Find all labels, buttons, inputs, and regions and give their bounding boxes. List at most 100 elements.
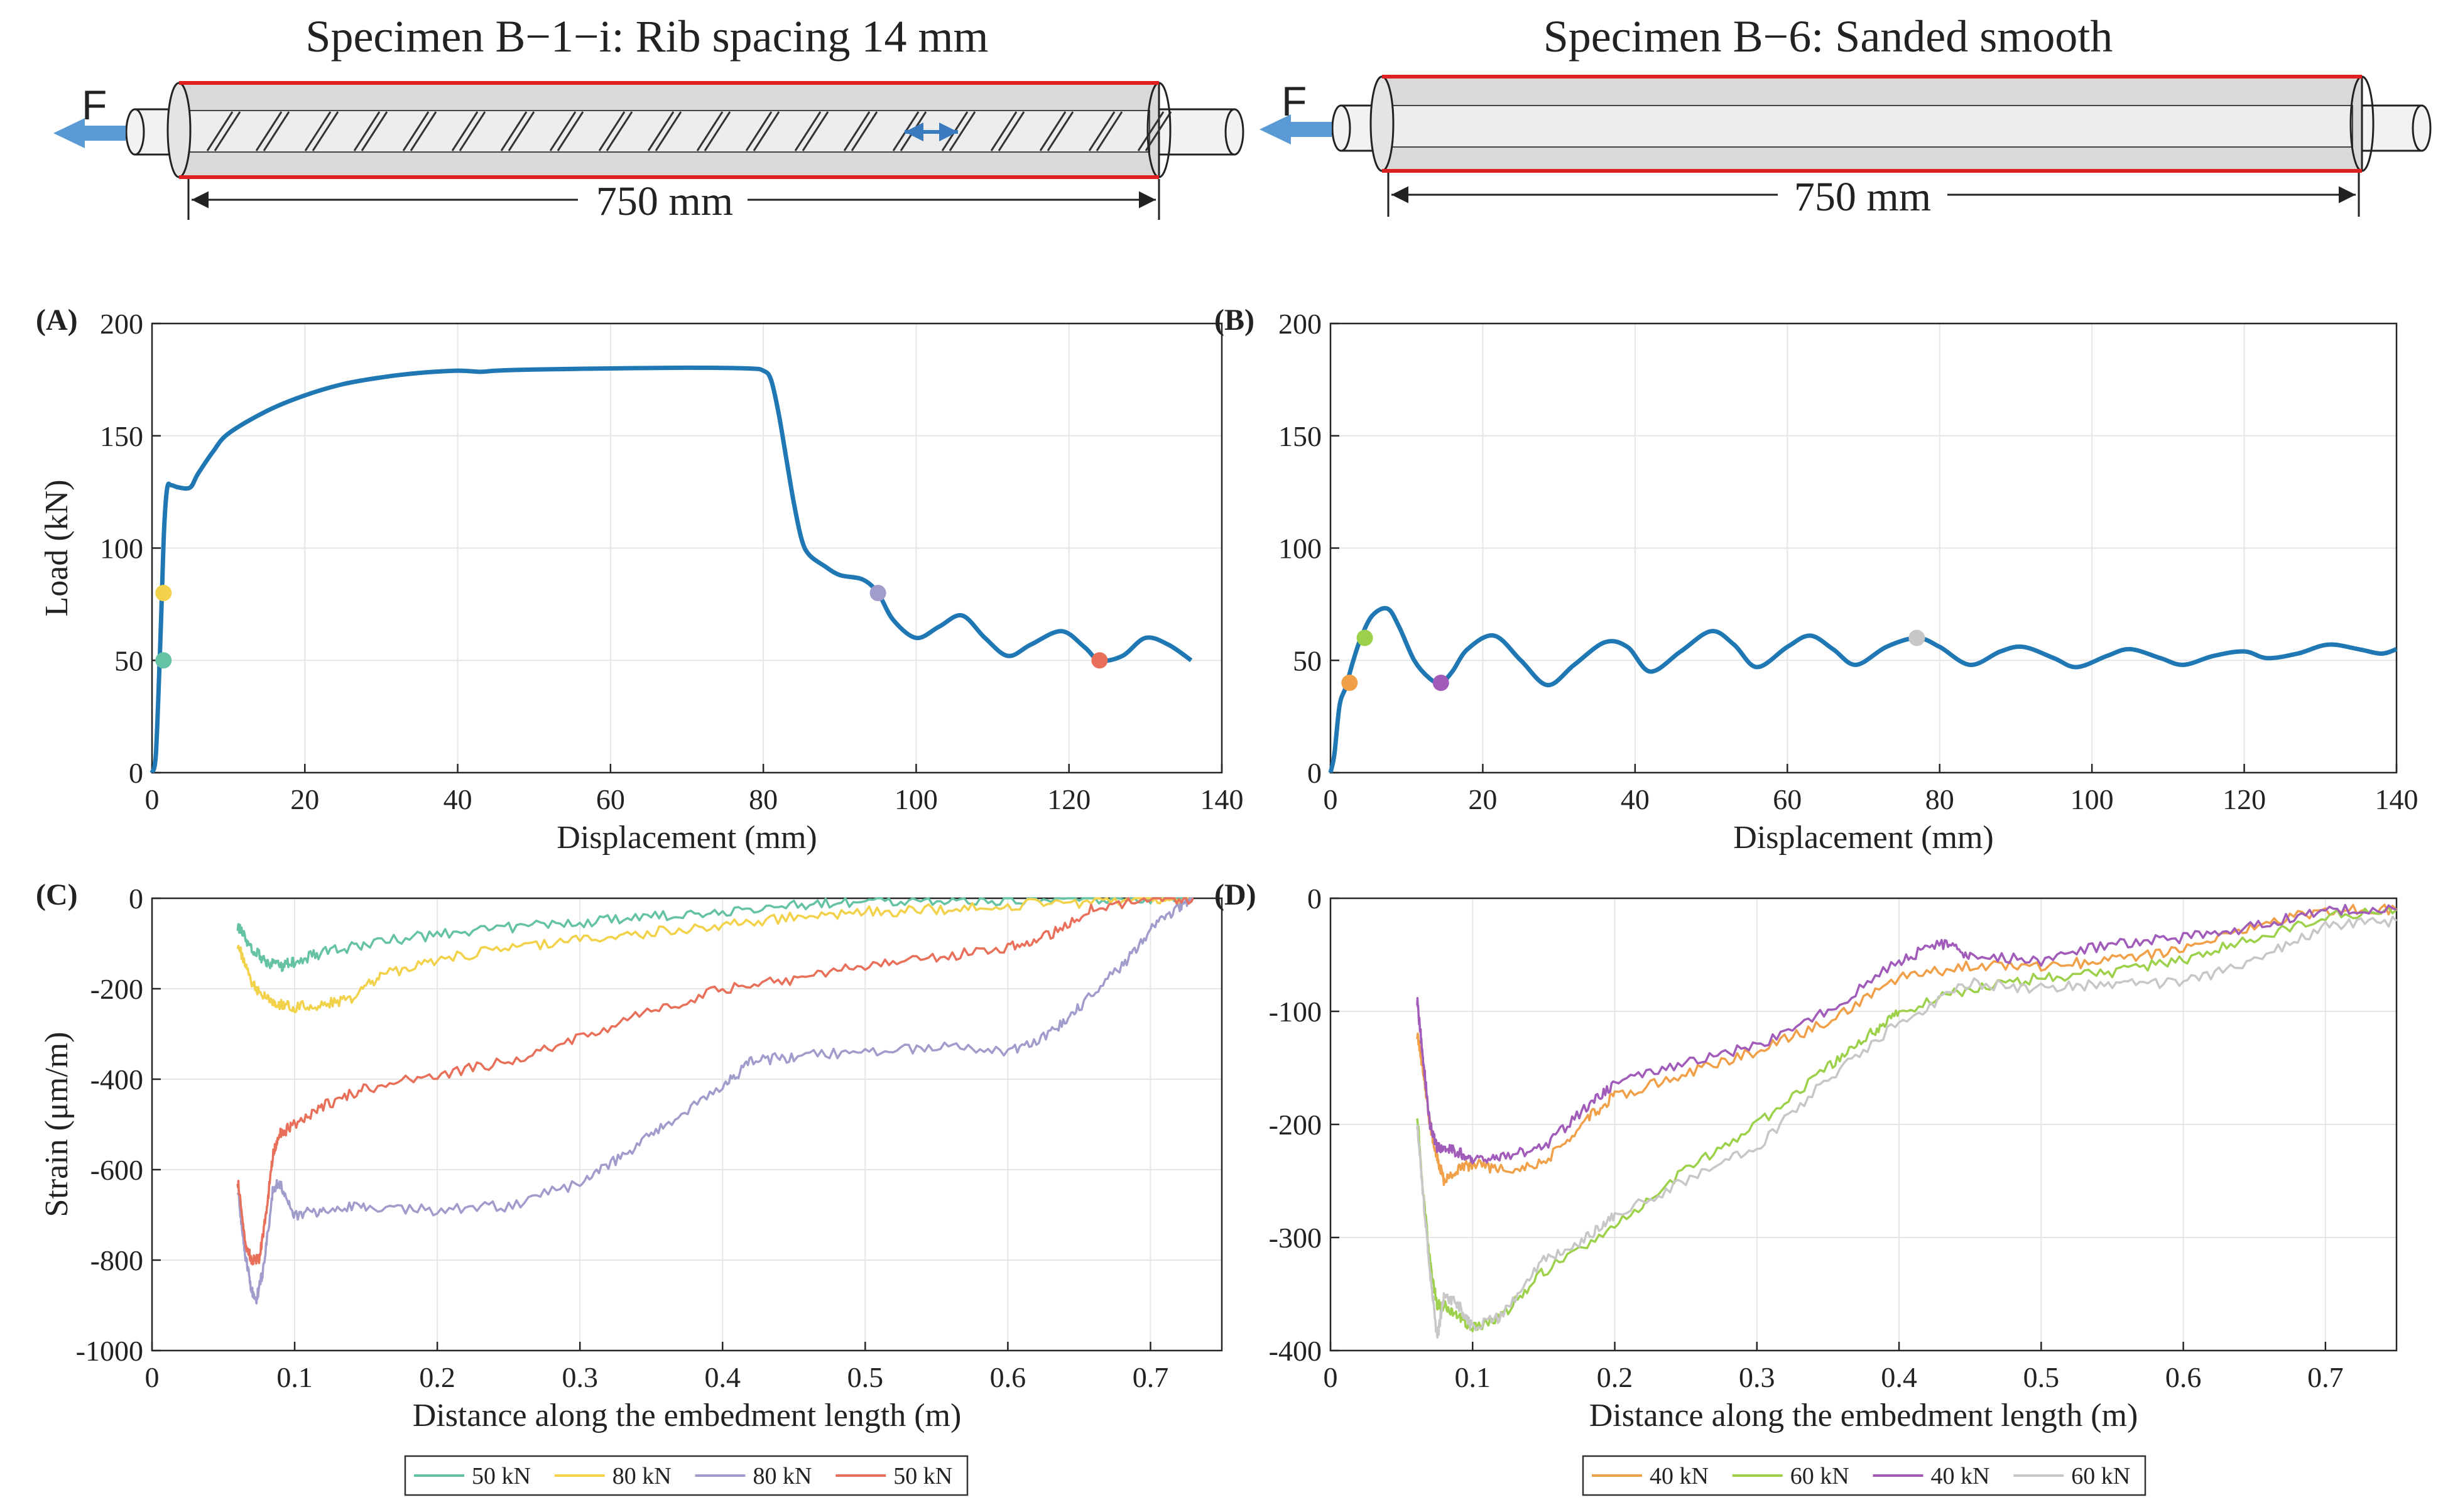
panel-label: (D) — [1214, 878, 1256, 911]
x-tick-label: 0.7 — [2307, 1361, 2344, 1393]
y-tick-label: -400 — [1269, 1335, 1322, 1367]
x-tick-label: 0 — [1324, 1361, 1338, 1393]
panel-label: (A) — [36, 303, 78, 337]
chart-panel-d: 0 0.1 0.2 0.3 0.4 0.5 0.6 0.7 -400 -300 -200 -100 0 D… — [1214, 878, 2398, 1433]
chart-panel-b: 0 20 40 60 80 100 120 140 0 50 100 150 200 Displaceme… — [1214, 303, 2419, 856]
load-curve — [1328, 606, 2398, 773]
legend-label: 60 kN — [1790, 1463, 1849, 1489]
x-tick-label: 0 — [145, 783, 160, 815]
x-tick-label: 0.1 — [1455, 1361, 1491, 1393]
rod-end — [125, 108, 145, 156]
y-axis-label: Strain (μm/m) — [39, 1031, 75, 1217]
x-tick-label: 0.7 — [1133, 1361, 1169, 1393]
rib — [802, 111, 829, 151]
rib — [1145, 111, 1172, 151]
specimen-title: Specimen B−6: Sanded smooth — [1543, 11, 2113, 62]
rib — [549, 111, 577, 151]
x-axis-label: Displacement (mm) — [1733, 820, 1993, 856]
series-line-50-kn — [236, 897, 1195, 972]
force-label: F — [82, 82, 107, 128]
x-tick-label: 20 — [1468, 783, 1497, 815]
x-axis-label: Displacement (mm) — [557, 820, 817, 856]
x-tick-label: 0.1 — [276, 1361, 313, 1393]
load-curve — [150, 365, 1193, 774]
x-tick-label: 0.5 — [2023, 1361, 2060, 1393]
legend-label: 50 kN — [472, 1463, 531, 1489]
specimen-diagram-smooth: Specimen B−6: Sanded smooth F 750 mm — [1260, 11, 2432, 220]
rib — [598, 111, 626, 151]
x-tick-label: 0.6 — [990, 1361, 1026, 1393]
rib — [263, 111, 290, 151]
rib — [255, 111, 283, 151]
legend-label: 40 kN — [1650, 1463, 1709, 1489]
rib — [745, 111, 773, 151]
x-tick-label: 0 — [1324, 783, 1338, 815]
x-tick-label: 60 — [596, 783, 625, 815]
series-line-80-kn — [236, 897, 1194, 1014]
rib — [402, 111, 430, 151]
rib — [304, 111, 332, 151]
x-tick-label: 0.4 — [1881, 1361, 1917, 1393]
x-axis-label: Distance along the embedment length (m) — [1589, 1398, 2138, 1433]
force-label: F — [1281, 78, 1307, 124]
load-marker — [1341, 675, 1358, 691]
specimen-title: Specimen B−1−i: Rib spacing 14 mm — [305, 11, 988, 62]
rib — [794, 111, 822, 151]
series-line-50-kn — [236, 897, 1195, 1266]
y-tick-label: 200 — [1278, 308, 1322, 340]
load-marker — [1091, 652, 1108, 669]
y-tick-label: 150 — [1278, 420, 1322, 452]
rib — [361, 111, 388, 151]
legend-label: 60 kN — [2071, 1463, 2130, 1489]
x-tick-label: 100 — [895, 783, 938, 815]
embedded-bar — [1391, 105, 2353, 148]
y-tick-label: 100 — [100, 533, 143, 565]
rib — [1088, 111, 1116, 151]
sleeve-end — [166, 82, 192, 178]
load-marker — [1432, 675, 1449, 691]
y-tick-label: 0 — [1307, 883, 1322, 915]
y-tick-label: 150 — [100, 420, 143, 452]
y-tick-label: -200 — [1269, 1109, 1322, 1141]
rib — [753, 111, 780, 151]
rib — [704, 111, 731, 151]
rib — [990, 111, 1018, 151]
rib — [998, 111, 1025, 151]
load-marker — [155, 585, 172, 601]
x-tick-label: 120 — [1047, 783, 1091, 815]
specimen-diagram-ribbed: Specimen B−1−i: Rib spacing 14 mm F 750 … — [53, 11, 1244, 224]
x-tick-label: 80 — [1925, 783, 1954, 815]
x-axis-label: Distance along the embedment length (m) — [413, 1398, 962, 1433]
rib — [843, 111, 871, 151]
panel-label: (B) — [1214, 303, 1254, 337]
y-tick-label: -800 — [90, 1244, 143, 1276]
rib — [1047, 111, 1074, 151]
y-tick-label: -1000 — [76, 1335, 143, 1367]
chart-panel-a: 0 20 40 60 80 100 120 140 0 50 100 150 200 Displaceme… — [36, 303, 1244, 856]
plot-frame — [151, 897, 1223, 1352]
y-tick-label: -600 — [90, 1154, 143, 1186]
y-tick-label: 50 — [114, 645, 143, 677]
rib — [410, 111, 437, 151]
series-line-60-kn — [1416, 906, 2398, 1332]
dim-label-bg — [578, 179, 748, 223]
series-line-80-kn — [236, 897, 1194, 1305]
dim-label-bg — [1778, 175, 1947, 219]
y-tick-label: 200 — [100, 308, 143, 340]
force-arrow — [53, 118, 126, 148]
rib — [500, 111, 528, 151]
x-tick-label: 120 — [2223, 783, 2266, 815]
rib — [1039, 111, 1067, 151]
length-label: 750 mm — [1794, 174, 1931, 220]
y-tick-label: -300 — [1269, 1222, 1322, 1254]
force-arrow — [1260, 114, 1332, 144]
x-tick-label: 0.3 — [562, 1361, 598, 1393]
rib — [508, 111, 535, 151]
rib — [949, 111, 976, 151]
x-tick-label: 80 — [749, 783, 778, 815]
y-tick-label: 50 — [1293, 645, 1322, 677]
x-tick-label: 0 — [145, 1361, 160, 1393]
legend-label: 40 kN — [1931, 1463, 1990, 1489]
x-tick-label: 0.5 — [847, 1361, 884, 1393]
